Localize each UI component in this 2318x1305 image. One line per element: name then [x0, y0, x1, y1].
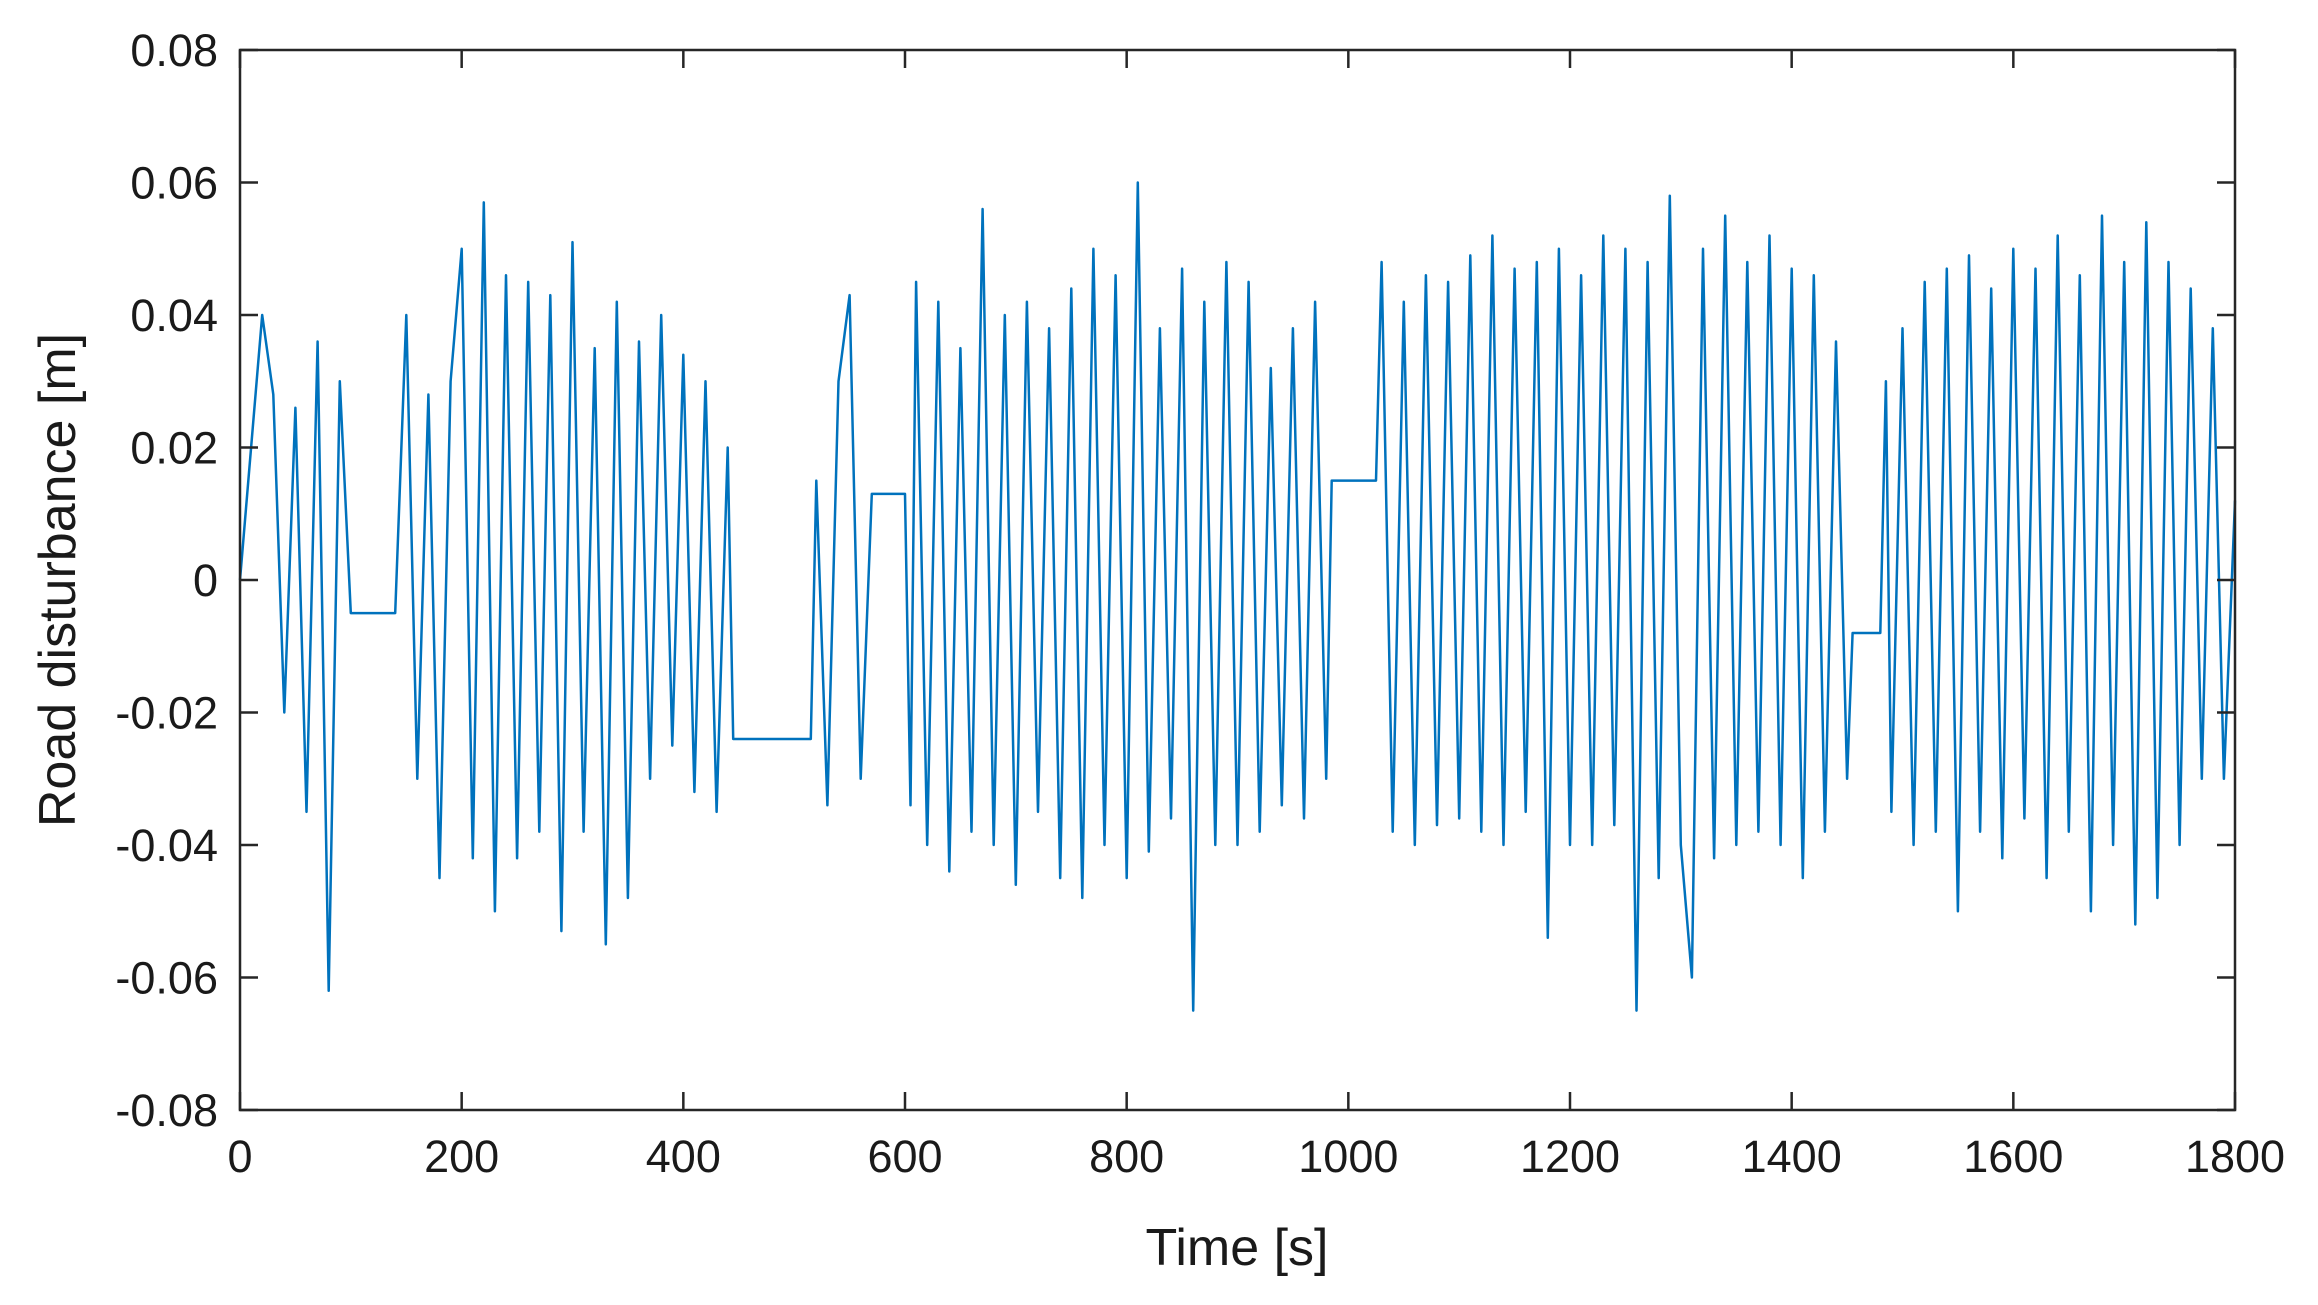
y-tick-label: 0.04 [130, 290, 218, 341]
y-tick-label: -0.04 [115, 820, 218, 871]
plot-frame [238, 48, 2237, 1112]
y-tick-label: 0.06 [130, 158, 218, 209]
x-tick-label: 0 [227, 1131, 252, 1182]
x-axis-label: Time [s] [1146, 1219, 1329, 1277]
x-tick-label: 1400 [1742, 1131, 1842, 1182]
x-tick-label: 1800 [2185, 1131, 2285, 1182]
x-tick-label: 1600 [1963, 1131, 2063, 1182]
y-tick-labels: -0.08 -0.06 -0.04 -0.02 0 0.02 0.04 0.06 0.08 [115, 25, 218, 1136]
y-tick-label: -0.06 [115, 953, 218, 1004]
x-tick-label: 600 [867, 1131, 942, 1182]
y-tick-label: 0.08 [130, 25, 218, 76]
x-tick-label: 1200 [1520, 1131, 1620, 1182]
x-tick-label: 400 [646, 1131, 721, 1182]
x-tick-label: 200 [424, 1131, 499, 1182]
y-tick-label: -0.08 [115, 1085, 218, 1136]
y-tick-label: -0.02 [115, 688, 218, 739]
y-tick-label: 0.02 [130, 423, 218, 474]
series-line [238, 181, 2237, 1012]
x-tick-label: 1000 [1298, 1131, 1398, 1182]
y-tick-label: 0 [193, 555, 218, 606]
x-tick-label: 800 [1089, 1131, 1164, 1182]
y-axis-label: Road disturbance [m] [29, 333, 87, 827]
series-layer [238, 181, 2237, 1012]
x-tick-labels: 0 200 400 600 800 1000 1200 1400 1600 1800 [227, 1131, 2285, 1182]
